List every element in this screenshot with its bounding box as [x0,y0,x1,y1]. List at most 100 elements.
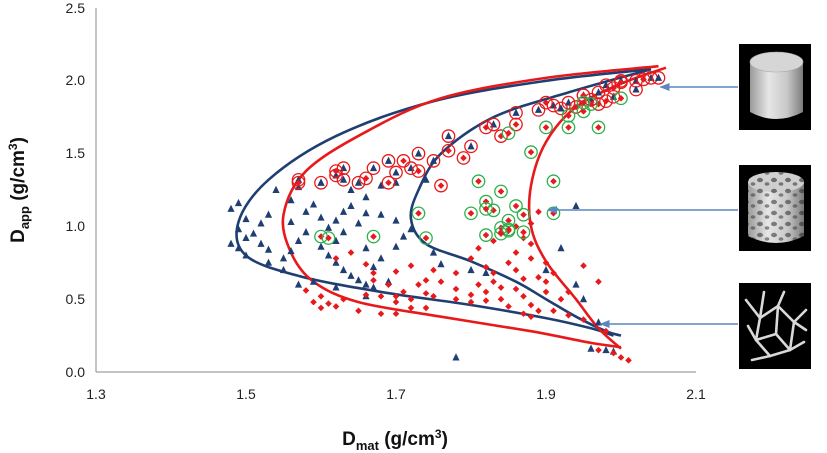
diamond-point [325,234,332,242]
diamond-point [497,188,505,195]
diamond-point [505,303,512,310]
diamond-point [640,76,647,83]
triangle-point [369,262,378,271]
diamond-point [482,297,490,304]
triangle-point [384,277,393,285]
ring-marker [336,172,351,187]
ring-marker [411,164,426,178]
ring-marker [629,82,643,97]
diamond-point [332,167,340,175]
diamond-point [587,100,595,108]
diamond-point [445,147,452,154]
diamond-point [497,230,505,237]
ring-marker [419,231,433,245]
diamond-point [520,292,527,300]
triangle-point [332,216,340,224]
ring-marker [524,145,538,159]
ring-marker [576,95,591,110]
ring-marker [636,72,651,87]
diamond-point [452,295,460,303]
diamond-point [580,262,587,270]
ring-marker [554,101,568,116]
diamond-point [617,354,625,361]
diamond-point [317,304,325,312]
triangle-point [339,228,348,236]
triangle-point [227,239,235,247]
diamond-point [430,292,437,300]
diamond-point [550,307,557,315]
y-axis-title-sub: app [17,206,32,229]
triangle-point [347,271,355,279]
diamond-point [497,284,505,291]
ring-marker [389,165,403,180]
diamond-point [295,179,302,187]
triangle-point [377,181,385,189]
diamond-point [512,285,520,293]
ring-marker [291,175,306,190]
ring-marker [591,120,606,135]
y-axis-title-close: ) [8,137,29,143]
porous-holes-icon [748,182,804,243]
thumbnail-trabecular [739,283,811,369]
ring-marker [614,75,628,90]
triangle-point [234,225,243,233]
x-tick-label: 1.9 [536,386,556,402]
ring-marker [494,184,508,199]
triangle-point [362,209,370,217]
triangle-point [279,254,288,262]
diamond-point [370,233,377,240]
diamond-point [505,129,512,137]
diamond-point [490,269,497,277]
triangle-point [377,254,385,262]
diamond-point [572,103,580,111]
diamond-point [362,260,370,268]
diamond-point [452,269,460,277]
triangle-point [242,233,250,242]
ring-marker [614,91,628,106]
y-axis-title-sup: 3 [6,143,20,150]
triangle-point [339,175,348,183]
triangle-point [227,204,235,212]
triangle-point [354,276,363,284]
diamond-point [377,292,385,300]
triangle-point [339,207,348,215]
triangle-point [347,185,355,193]
diamond-point [565,112,572,120]
triangle-point [369,283,378,291]
diamond-point [550,177,557,185]
diamond-point [437,278,445,286]
y-tick-label: 0.0 [66,364,86,380]
plot-axes [95,8,696,373]
triangle-point [257,239,265,247]
diamond-point [542,278,550,286]
ring-marker [321,231,336,245]
ring-marker [501,126,516,141]
triangle-point [602,345,610,354]
thumbnail-porous-cylinder [739,165,811,251]
diamond-point [310,298,317,306]
annotation-arrows [547,83,738,328]
diamond-point [565,288,572,296]
ring-marker [599,94,613,109]
diamond-point [340,295,347,303]
triangle-point [392,168,400,176]
triangle-point [302,228,310,236]
diamond-point [490,278,497,286]
x-axis-title-rest: (g/cm [379,429,435,450]
ring-marker [336,161,351,176]
diamond-point [542,288,550,296]
triangle-point [579,295,588,303]
triangle-point [399,232,408,240]
diamond-point [392,298,400,306]
diamond-point [520,275,527,283]
diamond-point [482,263,490,271]
diamond-point [550,209,557,217]
triangle-point [332,258,340,266]
ring-marker [509,199,523,213]
triangle-point [294,280,303,288]
triangle-point [324,251,333,259]
x-axis-title: Dmat (g/cm3) [342,427,448,453]
y-tick-label: 0.5 [66,291,86,307]
porous-top-holes-icon [748,172,804,192]
diamond-point [580,92,587,99]
